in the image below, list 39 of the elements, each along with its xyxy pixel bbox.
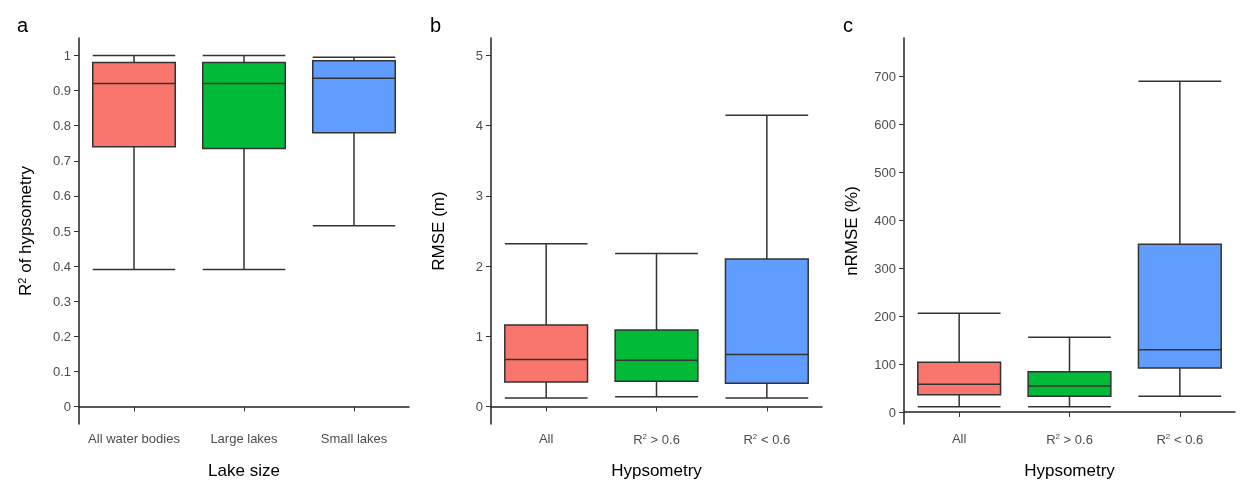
x-tick-label: All — [538, 431, 554, 446]
y-tick-label: 0 — [888, 404, 896, 420]
y-tick-label: 100 — [874, 356, 896, 372]
chart-title: c — [843, 14, 853, 36]
y-axis-title: R2 of hypsometry — [15, 165, 35, 296]
y-axis-title: RMSE (m) — [429, 191, 448, 271]
y-tick-label: 0.2 — [52, 328, 71, 344]
y-tick-label: 5 — [475, 48, 483, 64]
y-tick-label: 600 — [874, 116, 896, 132]
y-tick-label: 1 — [475, 328, 483, 344]
y-tick-label: 0.8 — [52, 118, 71, 134]
x-tick-label: Small lakes — [320, 431, 388, 446]
y-tick-label: 0 — [63, 398, 71, 414]
y-tick-label: 400 — [874, 212, 896, 228]
y-tick-label: 300 — [874, 260, 896, 276]
x-axis-title: Hypsometry — [1024, 461, 1116, 480]
y-tick-label: 0.1 — [52, 363, 71, 379]
y-tick-label: 0.6 — [52, 188, 71, 204]
y-tick-label: 2 — [475, 258, 483, 274]
y-tick-label: 3 — [475, 188, 483, 204]
y-tick-label: 500 — [874, 164, 896, 180]
x-tick-label: All — [951, 431, 967, 446]
x-axis-title: Lake size — [208, 461, 280, 480]
y-tick-label: 0 — [475, 398, 483, 414]
x-axis-title: Hypsometry — [611, 461, 703, 480]
y-tick-label: 0.9 — [52, 83, 71, 99]
chart-title: a — [17, 14, 29, 36]
y-tick-label: 0.7 — [52, 153, 71, 169]
y-axis-title: nRMSE (%) — [842, 186, 861, 276]
y-tick-label: 700 — [874, 68, 896, 84]
y-tick-label: 0.3 — [52, 293, 71, 309]
y-tick-label: 200 — [874, 308, 896, 324]
y-tick-label: 0.5 — [52, 223, 71, 239]
x-tick-label: All water bodies — [88, 431, 181, 446]
y-tick-label: 0.4 — [52, 258, 71, 274]
y-tick-label: 1 — [63, 48, 71, 64]
x-tick-label: Large lakes — [210, 431, 279, 446]
y-tick-label: 4 — [475, 118, 483, 134]
chart-title: b — [430, 14, 442, 36]
